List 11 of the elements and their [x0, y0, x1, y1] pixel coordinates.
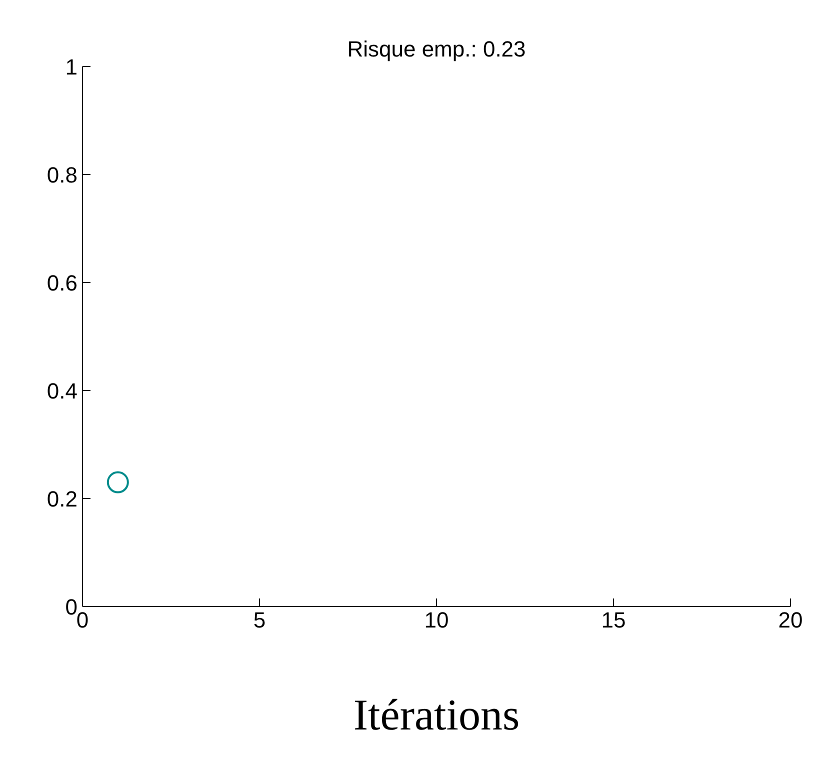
- y-tick-label: 0.8: [46, 162, 78, 188]
- y-tick-label: 0.2: [46, 486, 78, 512]
- x-tick-label: 10: [424, 608, 449, 632]
- y-tick-label: 0.4: [46, 378, 78, 404]
- x-tick-label: 15: [601, 608, 626, 632]
- x-tick-label: 5: [253, 608, 266, 632]
- y-tick-label: 1: [65, 54, 78, 80]
- x-axis-title: Itérations: [353, 690, 520, 740]
- chart-title: Risque emp.: 0.23: [347, 36, 526, 62]
- y-tick-label: 0.6: [46, 270, 78, 296]
- x-tick-label: 20: [778, 608, 803, 632]
